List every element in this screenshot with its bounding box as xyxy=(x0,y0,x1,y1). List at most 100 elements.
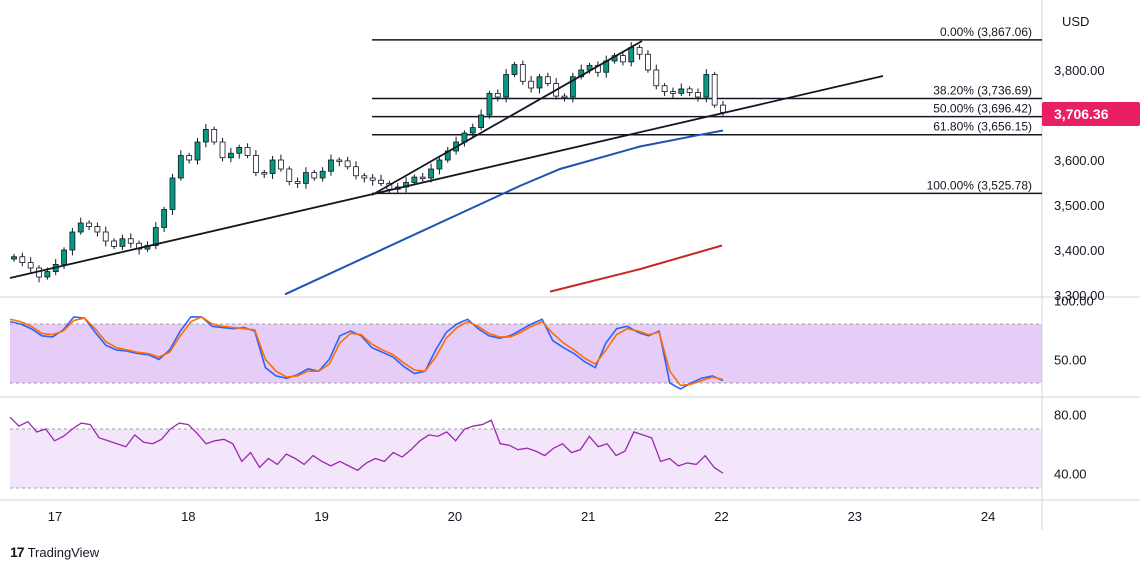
candle-body xyxy=(336,159,343,162)
fib-level-label: 100.00% (3,525.78) xyxy=(927,178,1032,192)
candle-body xyxy=(361,175,368,179)
candle-body xyxy=(186,155,193,161)
candle-body xyxy=(661,85,668,92)
time-tick-label: 21 xyxy=(581,509,595,524)
candle-body xyxy=(678,88,685,94)
candle-body xyxy=(328,159,334,172)
candle-body xyxy=(111,240,117,247)
candle-body xyxy=(227,152,234,159)
candle-body xyxy=(127,238,134,244)
candle-body xyxy=(628,47,635,63)
rsi-tick-label: 80.00 xyxy=(1054,407,1087,422)
candle-body xyxy=(569,76,576,98)
candle-body xyxy=(428,168,434,179)
candle-body xyxy=(286,168,293,183)
stoch-tick-label: 100.00 xyxy=(1054,293,1094,308)
candle-body xyxy=(169,177,176,210)
candle-body xyxy=(695,92,701,98)
last-price-tag xyxy=(1042,102,1140,126)
candle-body xyxy=(486,93,493,116)
candle-body xyxy=(369,177,376,181)
time-tick-label: 22 xyxy=(714,509,728,524)
candle-body xyxy=(152,227,159,246)
brand-name: TradingView xyxy=(27,544,100,560)
rsi-pane[interactable] xyxy=(9,416,724,474)
candle-body xyxy=(177,155,184,179)
candle-body xyxy=(620,55,626,63)
candle-body xyxy=(294,181,301,184)
fib-level-label: 61.80% (3,656.15) xyxy=(933,120,1032,134)
candle-body xyxy=(686,88,693,93)
candle-body xyxy=(102,231,109,242)
candle-body xyxy=(344,160,351,168)
price-tick-label: 3,400.00 xyxy=(1054,243,1105,258)
fib-level-label: 0.00% (3,867.06) xyxy=(940,25,1032,39)
support-trendline xyxy=(9,75,884,279)
rsi-tick-label: 40.00 xyxy=(1054,466,1087,481)
candle-body xyxy=(244,146,251,156)
candle-body xyxy=(119,238,126,247)
ma-fast-line xyxy=(284,129,724,296)
candle-body xyxy=(469,127,476,134)
candle-body xyxy=(528,80,535,89)
rsi-line xyxy=(9,416,724,474)
stoch-d-line xyxy=(9,316,724,387)
candle-body xyxy=(653,69,660,87)
time-tick-label: 18 xyxy=(181,509,195,524)
candle-body xyxy=(194,141,201,161)
candle-body xyxy=(544,76,551,84)
time-tick-label: 17 xyxy=(48,509,62,524)
time-tick-label: 19 xyxy=(314,509,328,524)
candle-body xyxy=(136,242,143,250)
time-tick-label: 24 xyxy=(981,509,995,524)
price-tick-label: 3,300.00 xyxy=(1054,288,1105,303)
candle-body xyxy=(94,226,101,233)
candle-body xyxy=(61,249,67,265)
candle-body xyxy=(236,146,243,154)
candle-body xyxy=(353,166,359,177)
candle-body xyxy=(278,159,284,170)
candle-body xyxy=(269,159,276,174)
candle-body xyxy=(261,172,268,175)
candle-body xyxy=(703,74,710,98)
candle-body xyxy=(69,231,76,251)
fib-level-label: 38.20% (3,736.69) xyxy=(933,83,1032,97)
candle-body xyxy=(519,64,526,82)
candle-body xyxy=(511,64,518,75)
candle-body xyxy=(219,141,226,159)
candle-body xyxy=(670,91,676,94)
price-tick-label: 3,800.00 xyxy=(1054,63,1105,78)
candle-body xyxy=(536,76,543,89)
candle-body xyxy=(419,176,426,180)
candle-body xyxy=(77,222,84,233)
tradingview-logo-icon: 17 xyxy=(10,544,25,560)
candle-body xyxy=(636,47,643,55)
candle-body xyxy=(311,172,318,179)
candle-body xyxy=(211,128,218,143)
price-tick-label: 3,600.00 xyxy=(1054,153,1105,168)
candle-body xyxy=(378,179,384,184)
candle-body xyxy=(720,104,726,113)
time-tick-label: 23 xyxy=(848,509,862,524)
fib-level-label: 50.00% (3,696.42) xyxy=(933,102,1032,116)
price-tick-label: 3,500.00 xyxy=(1054,198,1105,213)
time-tick-label: 20 xyxy=(448,509,462,524)
price-pane[interactable]: 0.00% (3,867.06) 38.20% (3,736.69) 50.00% … xyxy=(9,25,1042,296)
candle-body xyxy=(161,209,168,228)
candle-body xyxy=(478,114,485,128)
rsi-band xyxy=(10,429,1042,488)
candle-body xyxy=(252,155,259,174)
ma-slow-line xyxy=(549,244,723,293)
stochastic-pane[interactable] xyxy=(9,316,724,390)
tradingview-brand[interactable]: 17 TradingView xyxy=(10,544,99,560)
candle-body xyxy=(202,128,209,143)
stoch-tick-label: 50.00 xyxy=(1054,352,1087,367)
channel-trendline xyxy=(371,40,643,196)
candle-body xyxy=(19,256,26,263)
candle-body xyxy=(44,271,51,278)
candle-body xyxy=(645,53,651,71)
candle-body xyxy=(303,172,309,184)
candle-body xyxy=(319,170,326,179)
candle-body xyxy=(11,256,17,260)
